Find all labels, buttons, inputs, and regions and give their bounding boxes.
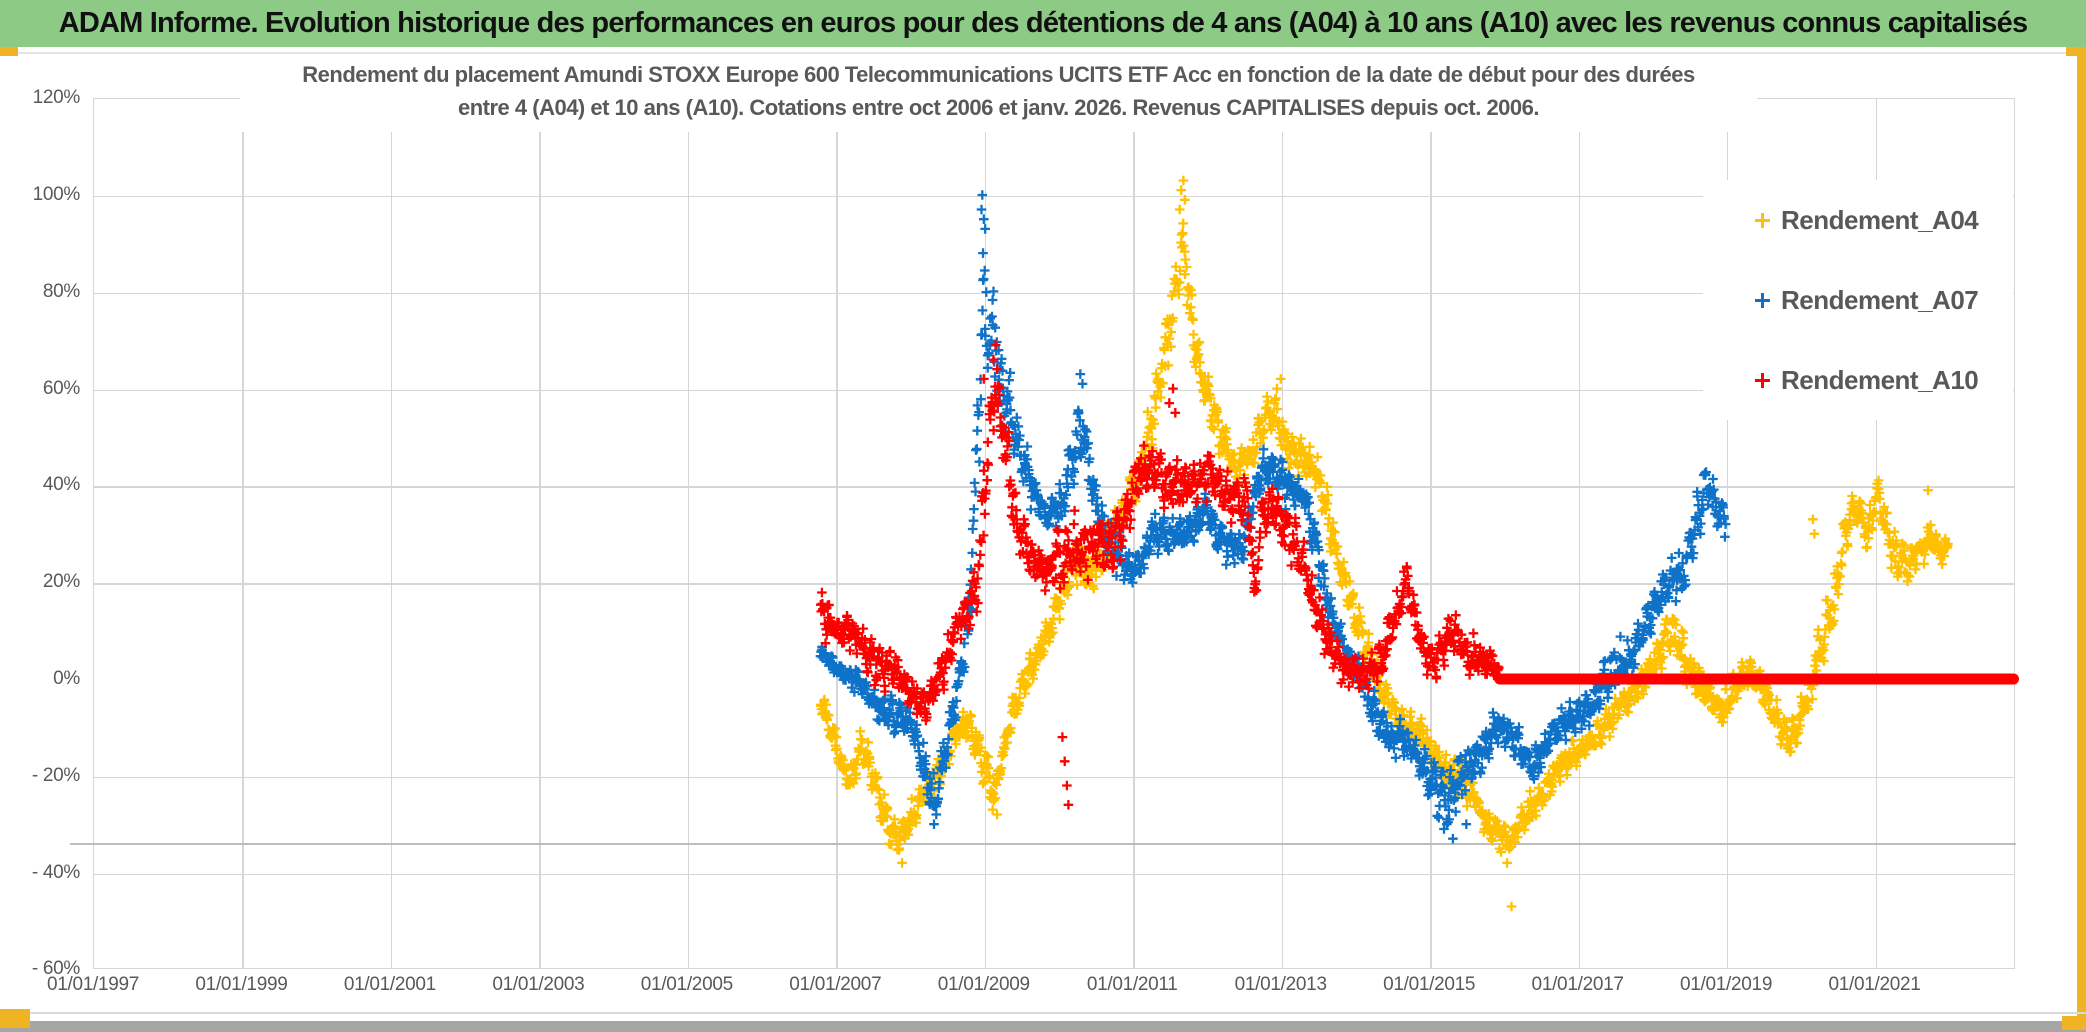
gridline-v: [836, 99, 838, 968]
y-tick-label: - 40%: [31, 861, 80, 883]
y-tick-label: 20%: [42, 571, 80, 593]
plus-marker-icon: [1755, 292, 1770, 308]
chart-title-line2: entre 4 (A04) et 10 ans (A10). Cotations…: [457, 95, 1540, 120]
gridline-h: [94, 583, 2014, 585]
legend: Rendement_A04 Rendement_A07 Rendement_A1…: [1703, 180, 2013, 420]
y-tick-label: 120%: [32, 87, 81, 109]
y-tick-label: 40%: [42, 474, 80, 496]
header-divider: [0, 52, 2086, 54]
x-tick-label: 01/01/2011: [1086, 974, 1178, 995]
accent-top-left: [0, 47, 18, 56]
gridline-v: [1430, 99, 1432, 968]
legend-label: Rendement_A04: [1781, 204, 1979, 235]
y-tick-label: 100%: [32, 184, 81, 205]
y-tick-label: - 20%: [31, 764, 80, 786]
chart-title-line1: Rendement du placement Amundi STOXX Euro…: [302, 62, 1695, 87]
y-tick-label: 0%: [53, 668, 80, 689]
header-title: ADAM Informe. Evolution historique des p…: [58, 7, 2028, 39]
header-banner: ADAM Informe. Evolution historique des p…: [0, 0, 2086, 47]
legend-item-a04: Rendement_A04: [1703, 180, 2013, 260]
x-tick-label: 01/01/2019: [1680, 974, 1773, 995]
x-tick-label: 01/01/2017: [1531, 974, 1624, 995]
y-tick-label: 60%: [42, 377, 80, 399]
gridline-h: [94, 873, 2014, 875]
legend-label: Rendement_A10: [1781, 364, 1979, 395]
x-tick-label: 01/01/2003: [492, 974, 585, 995]
plus-marker-icon: [1755, 372, 1770, 388]
gridline-v: [1133, 99, 1135, 968]
bottom-scrollbar-track: [0, 1021, 2086, 1032]
accent-bottom-right: [2062, 1016, 2086, 1030]
gridline-v: [539, 99, 541, 968]
gridline-v: [242, 99, 244, 968]
gridline-v: [687, 99, 690, 968]
x-tick-label: 01/01/2009: [937, 974, 1030, 995]
y-tick-label: - 60%: [31, 958, 80, 980]
accent-bottom-left: [0, 1009, 30, 1028]
x-tick-label: 01/01/2005: [640, 974, 733, 995]
legend-label: Rendement_A07: [1781, 284, 1979, 315]
accent-top-right: [2066, 47, 2086, 56]
x-tick-label: 01/01/1997: [46, 974, 140, 995]
legend-item-a10: Rendement_A10: [1703, 340, 2013, 420]
x-tick-label: 01/01/1999: [195, 974, 288, 995]
x-tick-label: 01/01/2007: [789, 974, 882, 995]
accent-right-bar: [2077, 47, 2086, 1026]
gridline-v: [1578, 99, 1580, 968]
x-tick-label: 01/01/2013: [1234, 974, 1327, 995]
x-tick-label: 01/01/2001: [343, 974, 436, 995]
chart-title: Rendement du placement Amundi STOXX Euro…: [240, 58, 1757, 132]
y-tick-label: 80%: [42, 280, 80, 302]
bottom-divider: [0, 1012, 2086, 1014]
x-tick-label: 01/01/2021: [1828, 974, 1921, 995]
gridline-v: [984, 99, 987, 968]
x-axis-line: [70, 843, 2016, 845]
plus-marker-icon: [1755, 212, 1770, 228]
legend-item-a07: Rendement_A07: [1703, 260, 2013, 340]
gridline-v: [390, 99, 393, 968]
gridline-v: [1281, 99, 1284, 968]
gridline-h: [94, 486, 2014, 488]
x-tick-label: 01/01/2015: [1383, 974, 1476, 995]
gridline-h: [94, 776, 2014, 779]
